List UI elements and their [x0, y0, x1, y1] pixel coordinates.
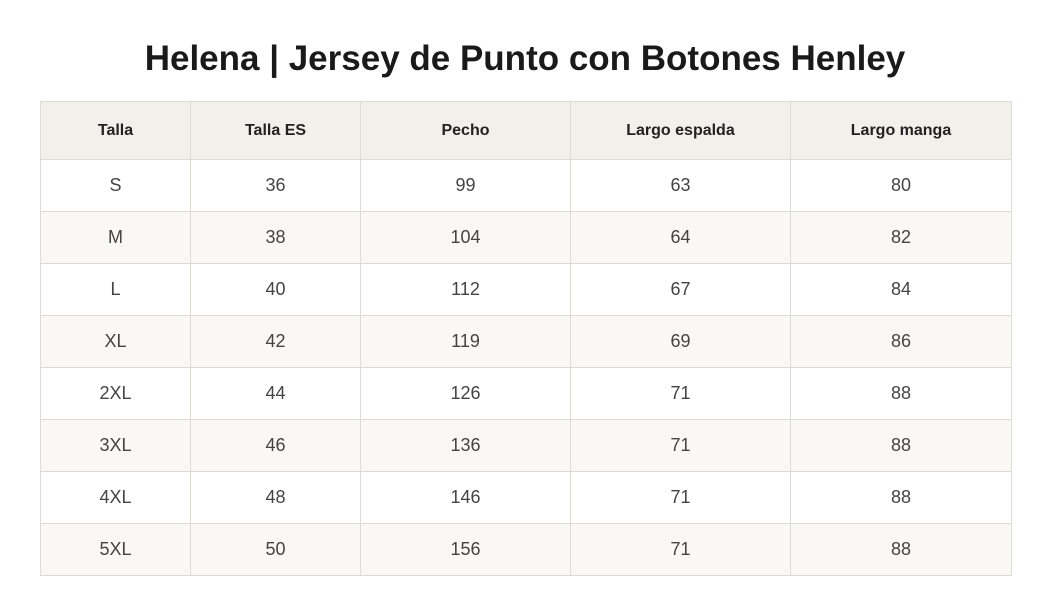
table-header-row: Talla Talla ES Pecho Largo espalda Largo…: [40, 101, 1012, 160]
cell-talla-es: 38: [190, 211, 361, 264]
cell-pecho: 146: [360, 471, 571, 524]
table-row: XL 42 119 69 86: [40, 315, 1012, 368]
cell-largo-espalda: 71: [570, 419, 791, 472]
cell-pecho: 136: [360, 419, 571, 472]
size-table: Talla Talla ES Pecho Largo espalda Largo…: [40, 101, 1012, 576]
cell-talla-es: 50: [190, 523, 361, 576]
table-row: L 40 112 67 84: [40, 263, 1012, 316]
cell-largo-manga: 88: [790, 419, 1012, 472]
table-row: 5XL 50 156 71 88: [40, 523, 1012, 576]
cell-talla-es: 48: [190, 471, 361, 524]
cell-talla: S: [40, 159, 191, 212]
cell-talla: 2XL: [40, 367, 191, 420]
header-talla-es: Talla ES: [190, 101, 361, 160]
cell-talla-es: 46: [190, 419, 361, 472]
header-largo-espalda: Largo espalda: [570, 101, 791, 160]
header-pecho: Pecho: [360, 101, 571, 160]
cell-pecho: 126: [360, 367, 571, 420]
cell-talla: XL: [40, 315, 191, 368]
cell-talla: 4XL: [40, 471, 191, 524]
cell-largo-manga: 86: [790, 315, 1012, 368]
cell-pecho: 99: [360, 159, 571, 212]
page-title: Helena | Jersey de Punto con Botones Hen…: [144, 39, 906, 78]
cell-largo-espalda: 71: [570, 523, 791, 576]
cell-largo-manga: 80: [790, 159, 1012, 212]
cell-pecho: 156: [360, 523, 571, 576]
cell-pecho: 104: [360, 211, 571, 264]
table-row: 4XL 48 146 71 88: [40, 471, 1012, 524]
cell-largo-espalda: 69: [570, 315, 791, 368]
cell-largo-espalda: 71: [570, 471, 791, 524]
table-row: 2XL 44 126 71 88: [40, 367, 1012, 420]
cell-talla: L: [40, 263, 191, 316]
table-row: S 36 99 63 80: [40, 159, 1012, 212]
cell-talla-es: 44: [190, 367, 361, 420]
cell-talla-es: 42: [190, 315, 361, 368]
cell-largo-manga: 88: [790, 471, 1012, 524]
cell-talla: 3XL: [40, 419, 191, 472]
cell-largo-manga: 88: [790, 367, 1012, 420]
cell-largo-manga: 82: [790, 211, 1012, 264]
cell-talla-es: 36: [190, 159, 361, 212]
cell-largo-espalda: 71: [570, 367, 791, 420]
table-row: M 38 104 64 82: [40, 211, 1012, 264]
table-row: 3XL 46 136 71 88: [40, 419, 1012, 472]
cell-largo-espalda: 67: [570, 263, 791, 316]
cell-largo-espalda: 63: [570, 159, 791, 212]
cell-largo-manga: 84: [790, 263, 1012, 316]
cell-talla: 5XL: [40, 523, 191, 576]
cell-talla: M: [40, 211, 191, 264]
header-talla: Talla: [40, 101, 191, 160]
cell-pecho: 119: [360, 315, 571, 368]
cell-largo-espalda: 64: [570, 211, 791, 264]
cell-largo-manga: 88: [790, 523, 1012, 576]
cell-pecho: 112: [360, 263, 571, 316]
header-largo-manga: Largo manga: [790, 101, 1012, 160]
cell-talla-es: 40: [190, 263, 361, 316]
